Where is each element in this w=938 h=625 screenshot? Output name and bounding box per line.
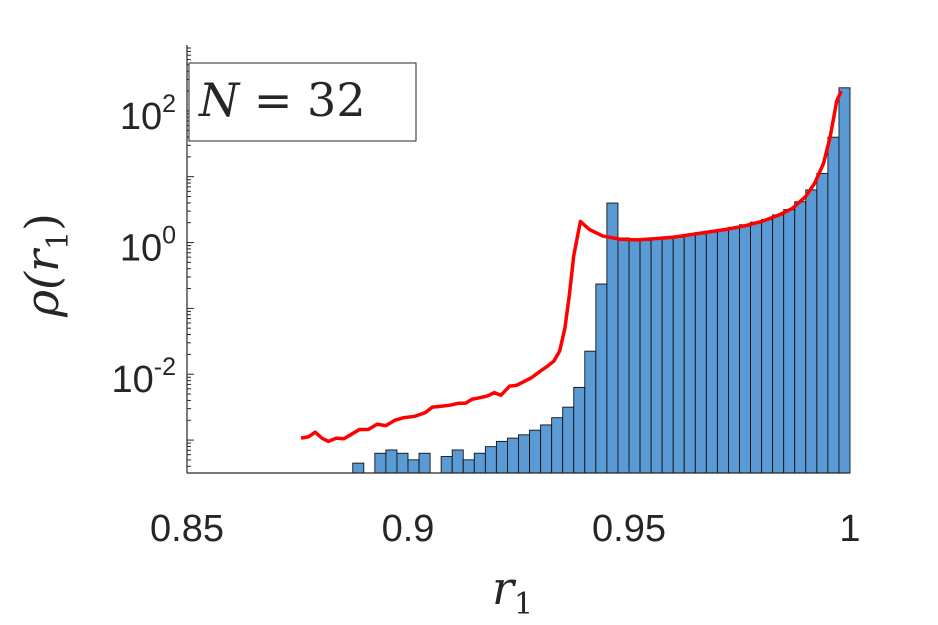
y-label-sub: 1 [41,231,76,250]
legend-text: N = 32 [198,73,366,127]
histogram-bar [529,429,542,474]
histogram-bar [628,238,641,474]
histogram-bar [694,232,707,474]
histogram-bar [407,459,420,474]
x-tick-label: 1 [839,508,860,550]
histogram-bar [473,452,486,474]
histogram-bar [716,228,729,474]
histogram-bar [794,201,807,474]
y-tick-base: 10 [111,359,153,401]
histogram-bar [562,406,575,474]
axes [186,45,850,474]
y-tick-exponent: 0 [162,222,176,250]
x-tick-label: 0.85 [150,508,224,550]
histogram-bar [584,350,597,474]
histogram-bar [827,136,840,474]
histogram-bar [750,221,763,474]
y-label-main: ρ(r [15,247,69,318]
y-tick-exponent: -2 [154,353,176,381]
x-axis-label: r1 [492,561,533,622]
histogram-bar [495,440,508,474]
histogram-bar [672,236,685,474]
histogram-bar [639,240,652,474]
y-tick-exponent: 2 [162,90,176,118]
x-label-var: r [492,561,517,615]
histogram-bar [772,214,785,474]
histogram-bar [484,446,497,474]
histogram-bar [683,234,696,474]
y-label-close: ) [15,213,69,231]
histogram-bar [739,224,752,474]
histogram-bar [705,230,718,474]
x-label-sub: 1 [514,587,533,622]
histogram-bar [551,417,564,474]
legend-var: N [198,73,241,127]
histogram-bar [440,456,453,474]
histogram-bar [661,238,674,474]
x-tick-labels: 0.85 0.9 0.95 1 [150,467,861,550]
histogram-bar [385,449,398,474]
histogram-bar [595,283,608,474]
histogram-bar [728,226,740,474]
histogram-bar [518,434,531,474]
histogram-bar [805,189,818,474]
histogram-bar [606,202,619,474]
histogram-bar [540,424,553,474]
histogram-bar [396,452,409,474]
y-tick-label: 102 [120,90,176,138]
histogram-bar [462,459,475,474]
legend-op: = [239,73,307,127]
histogram-bars [352,87,851,474]
histogram-bar [451,449,464,474]
histogram-bar [374,452,387,474]
histogram-bar [783,209,796,474]
histogram-bar [573,386,586,474]
density-curve [300,90,843,444]
legend-frame [188,62,417,142]
x-tick-label: 0.9 [382,508,435,550]
y-minor-ticks [187,47,194,467]
histogram-bar [838,87,851,474]
legend-box: N = 32 [188,62,417,142]
histogram-bar [507,437,519,474]
histogram-bar [816,172,829,474]
y-tick-base: 10 [120,228,162,270]
y-axis-label: ρ(r1) [15,213,76,318]
y-tick-base: 10 [120,96,162,138]
histogram-bar [352,462,365,474]
y-tick-label: 100 [120,222,176,270]
histogram-bar [650,238,663,474]
x-tick-label: 0.95 [592,508,666,550]
histogram-bar [761,219,774,474]
y-tick-label: 10-2 [111,353,176,401]
histogram-bar [418,452,431,474]
histogram-bar [617,237,630,474]
legend-num: 32 [307,73,366,127]
